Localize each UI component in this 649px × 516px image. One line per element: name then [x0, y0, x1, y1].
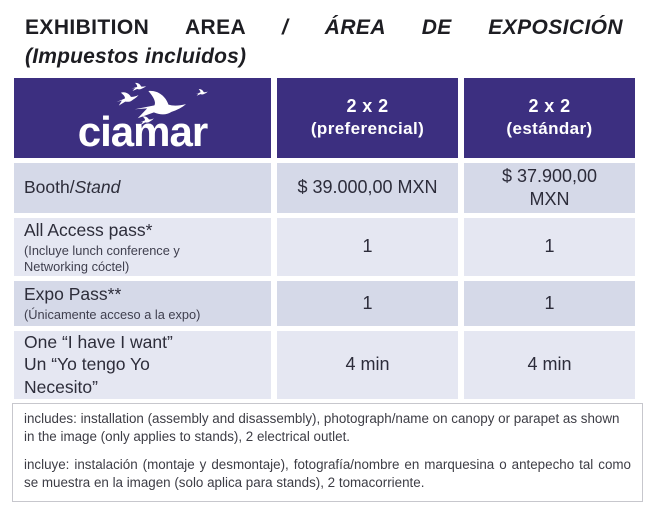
logo-cell: ciamar: [14, 77, 271, 158]
all-access-qty-estandar: 1: [464, 217, 635, 276]
all-access-sublabel: (Incluye lunch conference y Networking c…: [24, 242, 180, 274]
expo-pass-sublabel: (Únicamente acceso a la expo): [24, 307, 201, 323]
pricing-table: ciamar 2 x 2 (preferencial) 2 x 2 (están…: [14, 77, 635, 399]
page-title-line1: EXHIBITION AREA / ÁREA DE EXPOSICIÓN: [25, 14, 623, 42]
includes-note-es: incluye: instalación (montaje y desmonta…: [24, 456, 631, 491]
all-access-label: All Access pass*: [24, 219, 153, 240]
i-have-i-want-time-estandar: 4 min: [464, 330, 635, 399]
includes-note-en: includes: installation (assembly and dis…: [24, 410, 620, 445]
row-label-expo-pass: Expo Pass** (Únicamente acceso a la expo…: [14, 280, 271, 326]
column-variant-label: (preferencial): [310, 119, 425, 139]
i-have-i-want-time-preferencial: 4 min: [277, 330, 458, 399]
title-tax-note: (Impuestos incluidos): [25, 45, 247, 69]
all-access-qty-preferencial: 1: [277, 217, 458, 276]
column-size-label: 2 x 2: [528, 96, 571, 117]
booth-price-estandar: $ 37.900,00 MXN: [464, 162, 635, 213]
ciamar-logo: ciamar: [77, 107, 208, 155]
expo-pass-qty-preferencial: 1: [277, 280, 458, 326]
includes-note-box: includes: installation (assembly and dis…: [12, 402, 643, 502]
title-separator: /: [281, 16, 289, 39]
i-have-i-want-label: One “I have I want” Un “Yo tengo Yo Nece…: [24, 331, 173, 398]
booth-label-italic: Stand: [74, 177, 121, 198]
expo-pass-qty-estandar: 1: [464, 280, 635, 326]
row-label-i-have-i-want: One “I have I want” Un “Yo tengo Yo Nece…: [14, 330, 271, 399]
title-en: EXHIBITION AREA: [25, 16, 246, 39]
booth-price-preferencial: $ 39.000,00 MXN: [277, 162, 458, 213]
row-label-booth: Booth/Stand: [14, 162, 271, 213]
booth-label: Booth/Stand: [24, 177, 121, 198]
column-variant-label: (estándar): [506, 119, 593, 139]
page-title: EXHIBITION AREA / ÁREA DE EXPOSICIÓN (Im…: [25, 14, 623, 71]
column-header-preferencial: 2 x 2 (preferencial): [277, 77, 458, 158]
column-header-estandar: 2 x 2 (estándar): [464, 77, 635, 158]
row-label-all-access-pass: All Access pass* (Incluye lunch conferen…: [14, 217, 271, 276]
column-size-label: 2 x 2: [346, 96, 389, 117]
title-es: ÁREA DE EXPOSICIÓN: [324, 16, 623, 39]
expo-pass-label: Expo Pass**: [24, 284, 122, 305]
